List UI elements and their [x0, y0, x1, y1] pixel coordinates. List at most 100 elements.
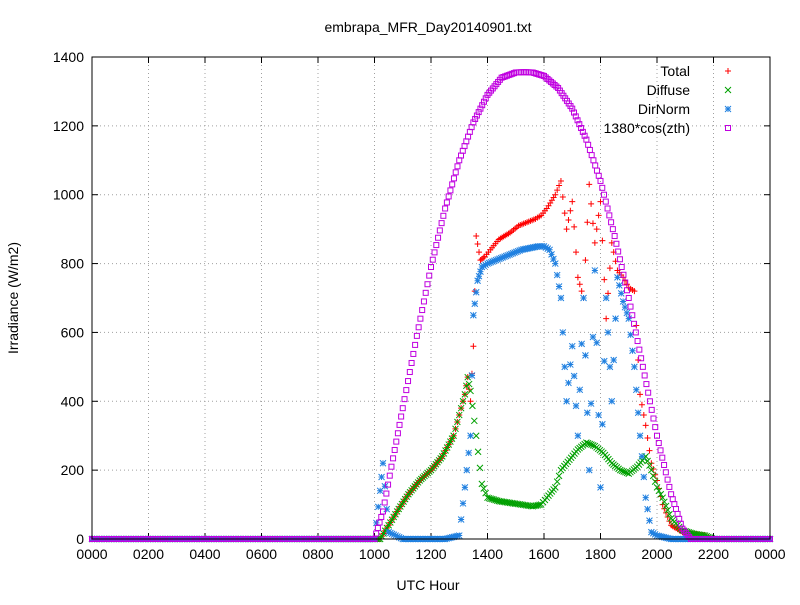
y-tick-label: 200	[61, 462, 85, 478]
legend-marker	[724, 86, 732, 94]
data-point	[470, 343, 477, 350]
data-point	[509, 249, 517, 257]
x-tick-label: 1400	[472, 546, 503, 562]
data-point	[561, 210, 568, 217]
data-point	[502, 252, 510, 260]
data-point	[465, 449, 473, 457]
data-point	[574, 432, 582, 440]
data-point	[668, 491, 675, 498]
data-point	[410, 350, 417, 357]
data-point	[597, 177, 604, 184]
data-point	[551, 260, 559, 267]
data-point	[651, 478, 659, 485]
data-point	[449, 181, 456, 188]
data-point	[499, 254, 507, 261]
data-point	[655, 440, 662, 447]
data-point	[394, 533, 401, 540]
data-point	[659, 454, 666, 461]
data-point	[640, 412, 647, 419]
data-point	[599, 184, 606, 191]
data-point	[586, 146, 593, 153]
data-point	[589, 442, 597, 449]
data-point	[599, 237, 606, 244]
data-point	[374, 524, 381, 531]
data-point	[573, 249, 580, 256]
data-point	[597, 198, 604, 205]
data-point	[476, 464, 484, 472]
data-point	[473, 233, 480, 240]
data-point	[544, 245, 552, 253]
data-point	[595, 212, 602, 219]
data-point	[379, 459, 387, 467]
data-point	[553, 83, 560, 90]
data-point	[647, 466, 655, 474]
data-point	[424, 281, 431, 288]
data-point	[440, 212, 447, 219]
data-point	[585, 141, 592, 148]
data-point	[431, 249, 438, 256]
data-point	[426, 272, 433, 279]
data-point	[452, 169, 459, 176]
data-point	[644, 435, 651, 442]
data-point	[472, 432, 480, 440]
data-point	[467, 387, 474, 395]
data-point	[383, 490, 390, 497]
data-point	[632, 329, 639, 336]
data-point	[582, 257, 589, 264]
data-point	[541, 72, 547, 79]
data-point	[461, 484, 469, 491]
data-point	[516, 247, 524, 254]
data-point	[482, 261, 489, 269]
data-point	[589, 333, 597, 341]
data-point	[603, 315, 610, 322]
data-point	[657, 447, 664, 454]
data-point	[591, 267, 599, 274]
data-point	[473, 112, 480, 119]
x-tick-label: 1000	[359, 546, 390, 562]
data-point	[511, 249, 518, 256]
data-point	[559, 194, 566, 201]
data-point	[586, 440, 594, 448]
data-point	[490, 257, 498, 265]
data-point	[574, 117, 581, 124]
data-point	[392, 532, 400, 539]
data-point	[638, 355, 645, 362]
data-point	[480, 485, 488, 492]
data-point	[376, 519, 383, 526]
data-point	[644, 457, 651, 465]
data-point	[415, 324, 422, 331]
legend-marker-symbol	[725, 125, 731, 131]
data-point	[403, 387, 410, 394]
data-point	[618, 264, 625, 271]
data-point	[470, 119, 477, 126]
data-point	[555, 472, 563, 480]
data-point	[617, 290, 625, 297]
data-point	[457, 516, 465, 523]
data-point	[514, 247, 522, 255]
data-point	[676, 515, 683, 522]
data-point	[487, 258, 495, 266]
y-tick-label: 1400	[53, 49, 84, 65]
data-point	[497, 254, 505, 262]
data-point	[645, 389, 652, 396]
data-point	[585, 466, 593, 474]
data-point	[604, 205, 611, 212]
data-point	[581, 132, 588, 139]
legend-label: DirNorm	[638, 101, 690, 117]
data-point	[565, 216, 572, 223]
data-point	[568, 342, 576, 350]
data-point	[590, 157, 597, 164]
data-point	[657, 490, 665, 498]
data-point	[457, 404, 465, 412]
data-point	[393, 438, 400, 445]
data-point	[619, 298, 627, 305]
data-point	[631, 288, 638, 295]
data-point	[612, 315, 619, 323]
data-point	[452, 425, 459, 433]
data-point	[476, 249, 483, 256]
data-point	[522, 69, 529, 76]
data-point	[549, 80, 556, 87]
x-tick-label: 0400	[189, 546, 220, 562]
data-point	[655, 487, 663, 495]
